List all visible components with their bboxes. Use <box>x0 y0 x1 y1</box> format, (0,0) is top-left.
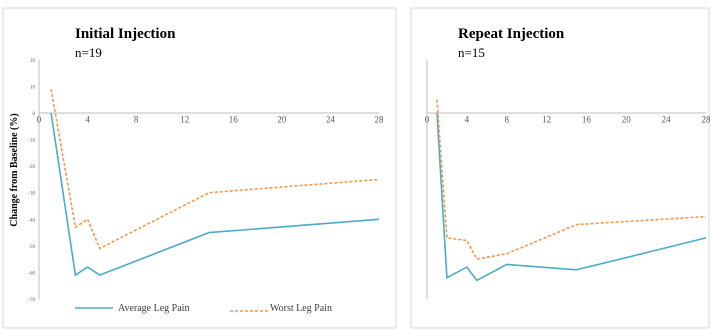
y-tick-label: 20 <box>30 59 36 64</box>
x-tick-label: 24 <box>662 114 672 124</box>
chart-subtitle: n=19 <box>75 45 102 60</box>
x-tick-label: 20 <box>622 114 632 124</box>
axes: 0 4 8 12 16 20 24 28 20 10 0 -10 -20 -30 -40 -50 -60 -70 <box>28 59 384 303</box>
x-tick-label: 28 <box>375 114 385 124</box>
average-leg-pain-line <box>50 112 380 277</box>
legend-worst-label: Worst Leg Pain <box>270 303 332 314</box>
axes: 0 4 8 12 16 20 24 28 <box>425 59 712 299</box>
legend: Average Leg Pain Worst Leg Pain <box>75 303 332 314</box>
y-axis-label: Change from Baseline (%) <box>9 113 20 226</box>
plot-lines <box>50 88 380 277</box>
x-tick-label: 24 <box>326 114 336 124</box>
panel-frame <box>410 7 710 329</box>
y-tick-label: -40 <box>28 218 35 223</box>
x-tick-label: 0 <box>37 114 42 124</box>
plot-lines <box>436 99 707 282</box>
y-tick-label: -50 <box>28 245 35 250</box>
chart-title: Initial Injection <box>75 26 176 42</box>
x-tick-label: 0 <box>425 114 430 124</box>
y-tick-label: 10 <box>30 85 36 90</box>
x-tick-label: 28 <box>702 114 712 124</box>
x-tick-label: 12 <box>542 114 551 124</box>
y-tick-label: -30 <box>28 192 35 197</box>
x-tick-label: 8 <box>504 114 509 124</box>
y-tick-label: -10 <box>28 139 35 144</box>
x-tick-label: 4 <box>465 114 470 124</box>
y-tick-label: -70 <box>28 298 35 303</box>
chart-subtitle: n=15 <box>458 45 485 60</box>
panel-initial: Initial Injection n=19 Change from Basel… <box>2 7 397 329</box>
x-tick-label: 4 <box>85 114 90 124</box>
x-tick-label: 16 <box>229 114 239 124</box>
y-tick-label: -60 <box>28 271 35 276</box>
x-tick-label: 16 <box>582 114 592 124</box>
x-tick-label: 20 <box>277 114 287 124</box>
chart-title: Repeat Injection <box>458 26 565 42</box>
legend-average-label: Average Leg Pain <box>118 303 189 314</box>
worst-leg-pain-line <box>436 99 707 260</box>
panel-frame <box>2 7 397 329</box>
x-tick-label: 8 <box>134 114 139 124</box>
average-leg-pain-line <box>436 112 707 282</box>
worst-leg-pain-line <box>50 88 380 250</box>
y-tick-label: 0 <box>33 112 36 117</box>
panel-repeat: Repeat Injection n=15 0 4 8 12 16 20 24 28 <box>410 7 712 329</box>
x-tick-label: 12 <box>180 114 189 124</box>
y-tick-label: -20 <box>28 165 35 170</box>
